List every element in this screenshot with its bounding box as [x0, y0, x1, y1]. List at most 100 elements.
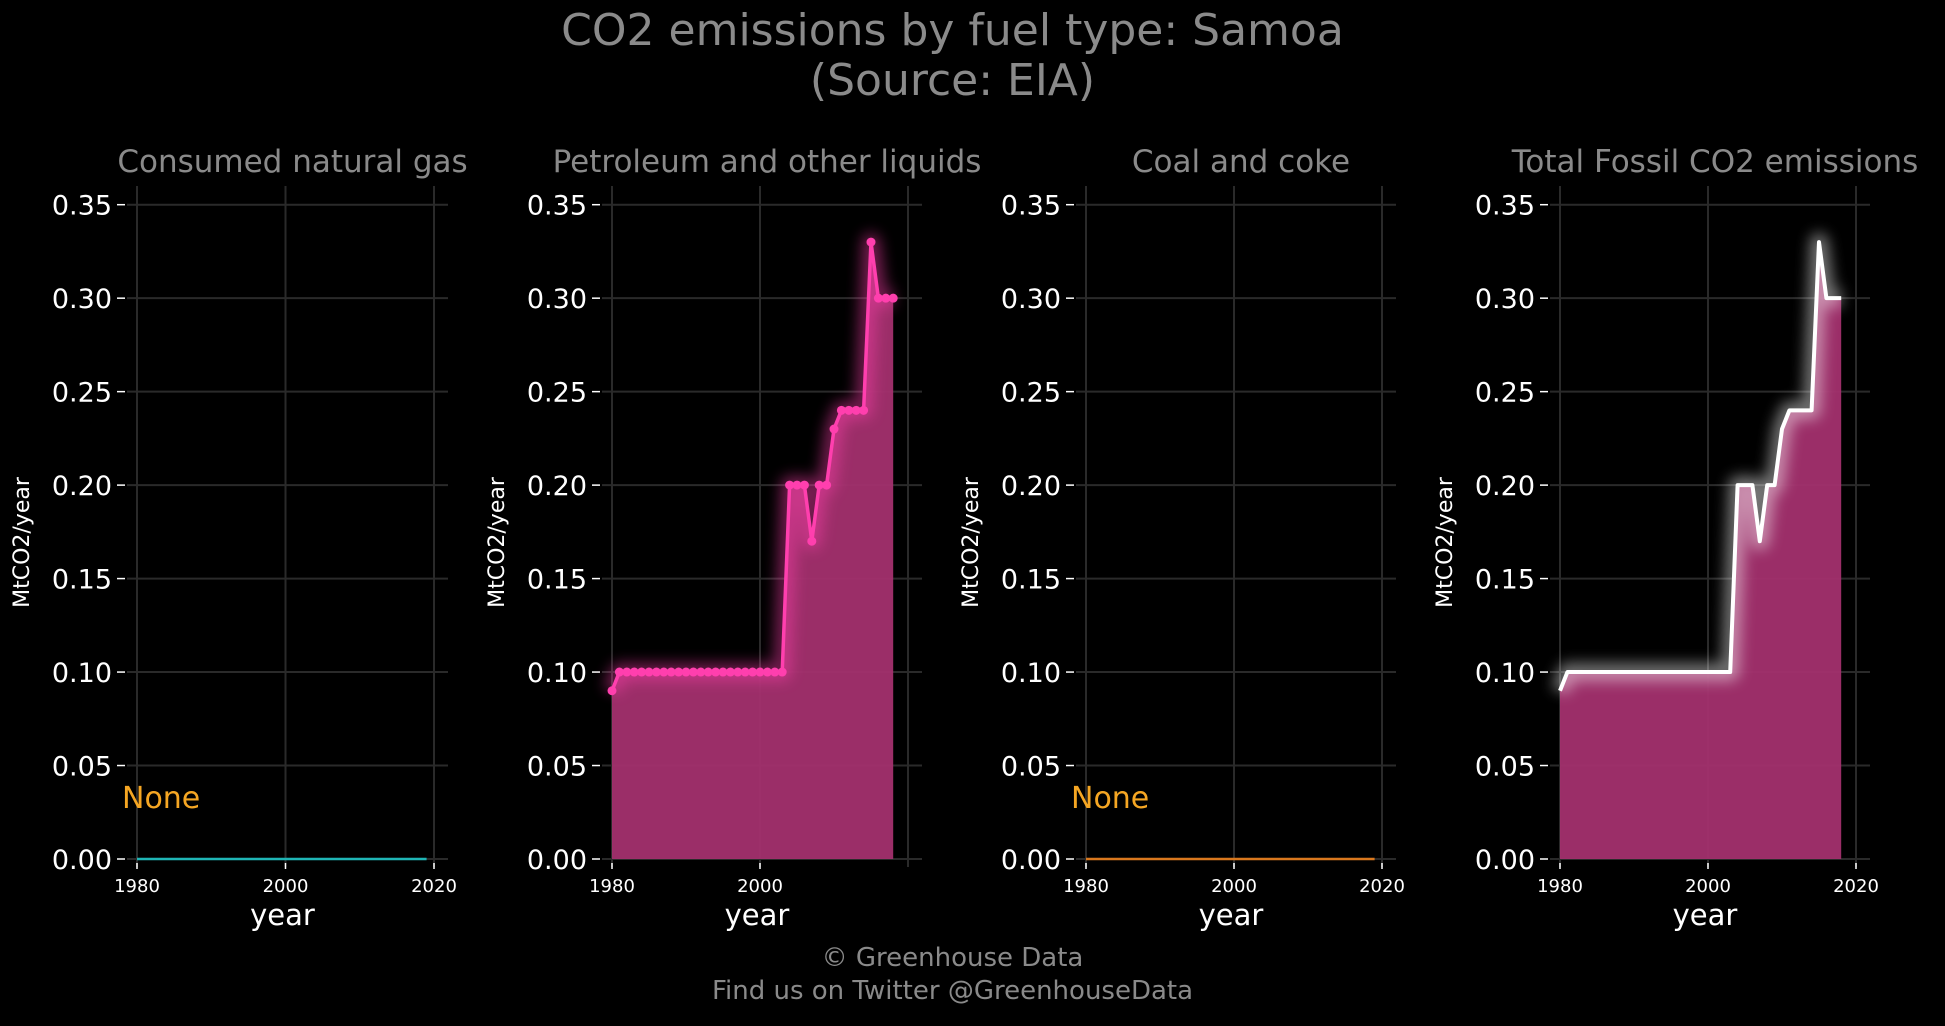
- x-tick-label: 2000: [737, 876, 783, 897]
- y-tick-label: 0.10: [1475, 658, 1535, 689]
- data-point: [681, 667, 691, 677]
- y-tick-label: 0.25: [527, 378, 587, 409]
- y-tick-label: 0.00: [52, 845, 112, 876]
- y-tick-label: 0.05: [1475, 752, 1535, 783]
- x-tick-label: 2020: [411, 876, 457, 897]
- x-axis-label: year: [1199, 898, 1264, 932]
- y-tick-label: 0.20: [1475, 471, 1535, 502]
- data-point: [688, 667, 698, 677]
- data-point: [651, 667, 661, 677]
- none-annotation: None: [1071, 781, 1149, 816]
- chart-title-line1: CO2 emissions by fuel type: Samoa: [561, 5, 1344, 56]
- y-tick-label: 0.10: [1001, 658, 1061, 689]
- x-tick-label: 2000: [263, 876, 309, 897]
- x-tick-label: 2000: [1211, 876, 1257, 897]
- data-point: [785, 480, 795, 490]
- y-tick-label: 0.30: [527, 284, 587, 315]
- data-point: [807, 536, 817, 546]
- y-tick-label: 0.35: [1475, 191, 1535, 222]
- chart-title: CO2 emissions by fuel type: Samoa (Sourc…: [0, 6, 1905, 106]
- data-point: [703, 667, 713, 677]
- data-point: [696, 667, 706, 677]
- area-fill: [612, 242, 894, 860]
- x-tick-label: 2020: [1359, 876, 1405, 897]
- data-point: [644, 667, 654, 677]
- y-tick-label: 0.25: [1001, 378, 1061, 409]
- y-tick-label: 0.05: [1001, 752, 1061, 783]
- data-point: [822, 480, 832, 490]
- data-point: [755, 667, 765, 677]
- data-point: [637, 667, 647, 677]
- panel-title: Consumed natural gas: [117, 144, 467, 180]
- data-point: [629, 667, 639, 677]
- data-point: [777, 667, 787, 677]
- y-axis-label: MtCO2/year: [10, 476, 35, 608]
- x-axis-label: year: [1673, 898, 1738, 932]
- data-point: [711, 667, 721, 677]
- none-annotation: None: [122, 781, 200, 816]
- data-point: [614, 667, 624, 677]
- panel-3: Coal and coke 0.00 0.05 0.10 0.15 0.20 0.25 0.3…: [959, 144, 1405, 932]
- y-tick-label: 0.30: [1475, 284, 1535, 315]
- data-point: [851, 405, 861, 415]
- y-tick-label: 0.15: [1001, 565, 1061, 596]
- y-tick-label: 0.35: [52, 191, 112, 222]
- data-point: [859, 405, 869, 415]
- y-tick-label: 0.05: [52, 752, 112, 783]
- y-tick-label: 0.35: [1001, 191, 1061, 222]
- data-point: [659, 667, 669, 677]
- panel-4: Total Fossil CO2 emissions 0.00 0.05 0.10 0.…: [1433, 144, 1918, 932]
- data-point: [748, 667, 758, 677]
- x-tick-label: 1980: [1537, 876, 1583, 897]
- y-tick-label: 0.30: [1001, 284, 1061, 315]
- credits-line2: Find us on Twitter @GreenhouseData: [711, 976, 1194, 1006]
- y-tick-label: 0.15: [1475, 565, 1535, 596]
- y-tick-label: 0.20: [52, 471, 112, 502]
- data-point: [733, 667, 743, 677]
- x-axis-label: year: [250, 898, 315, 932]
- data-point: [799, 480, 809, 490]
- data-point: [836, 405, 846, 415]
- credits: © Greenhouse Data Find us on Twitter @Gr…: [0, 942, 1905, 1008]
- data-point: [762, 667, 772, 677]
- x-tick-label: 1980: [1063, 876, 1109, 897]
- y-tick-label: 0.10: [527, 658, 587, 689]
- panel-2: Petroleum and other liquids 0.00 0.05 0.10 0…: [485, 144, 981, 932]
- y-tick-label: 0.25: [52, 378, 112, 409]
- data-point: [770, 667, 780, 677]
- data-point: [607, 686, 617, 696]
- data-point: [622, 667, 632, 677]
- data-point: [740, 667, 750, 677]
- x-tick-label: 1980: [589, 876, 635, 897]
- panel-title: Coal and coke: [1132, 144, 1350, 180]
- x-tick-label: 2020: [1833, 876, 1879, 897]
- data-point: [881, 293, 891, 303]
- series-line: [1558, 240, 1842, 692]
- y-tick-label: 0.15: [52, 565, 112, 596]
- credits-line1: © Greenhouse Data: [821, 943, 1084, 973]
- y-tick-label: 0.05: [527, 752, 587, 783]
- y-tick-label: 0.30: [52, 284, 112, 315]
- panel-1: Consumed natural gas 0.00 0.05 0.10 0.15 0.20…: [10, 144, 468, 932]
- y-axis-label: MtCO2/year: [485, 476, 510, 608]
- x-axis-label: year: [725, 898, 790, 932]
- data-point: [829, 424, 839, 434]
- x-tick-label: 2000: [1685, 876, 1731, 897]
- data-point: [725, 667, 735, 677]
- data-point: [674, 667, 684, 677]
- y-axis-label: MtCO2/year: [1433, 476, 1458, 608]
- y-tick-label: 0.35: [527, 191, 587, 222]
- data-point: [666, 667, 676, 677]
- y-tick-label: 0.15: [527, 565, 587, 596]
- y-tick-label: 0.20: [527, 471, 587, 502]
- y-tick-label: 0.20: [1001, 471, 1061, 502]
- data-point: [866, 237, 876, 247]
- area-fill: [1560, 242, 1842, 860]
- y-tick-label: 0.10: [52, 658, 112, 689]
- data-point: [888, 293, 898, 303]
- data-point: [814, 480, 824, 490]
- y-tick-label: 0.00: [1001, 845, 1061, 876]
- panel-title: Total Fossil CO2 emissions: [1511, 144, 1919, 180]
- y-tick-label: 0.25: [1475, 378, 1535, 409]
